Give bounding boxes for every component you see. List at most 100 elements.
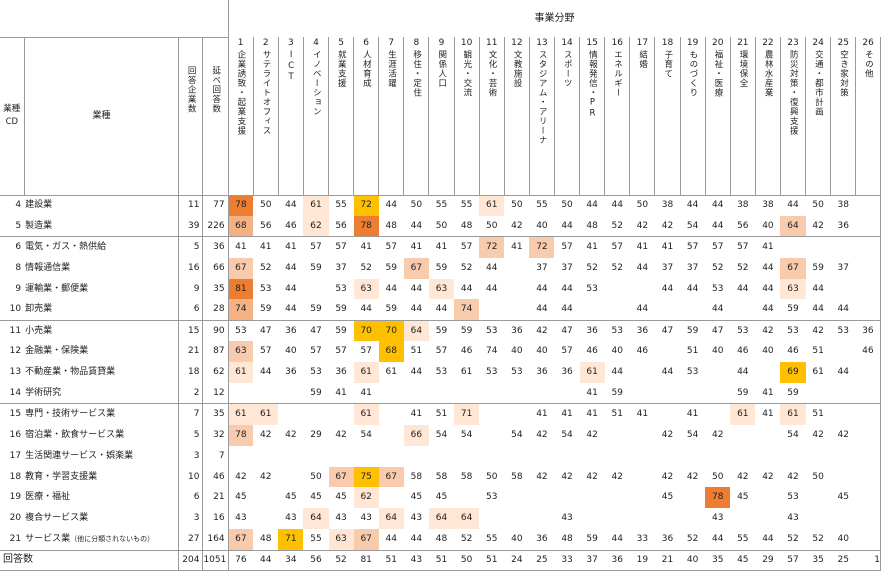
value-cell [504, 487, 529, 508]
totals-value-cell: 45 [730, 549, 756, 571]
value-cell: 52 [604, 215, 630, 238]
value-cell [428, 383, 455, 405]
value-cell: 66 [403, 424, 429, 446]
industry-name: 情報通信業 [24, 257, 180, 279]
value-cell: 58 [460, 471, 473, 482]
value-cell: 47 [260, 325, 272, 336]
value-cell: 40 [762, 346, 774, 357]
value-cell [705, 404, 730, 425]
industry-code: 6 [15, 241, 22, 252]
field-number-22: 22 [754, 37, 781, 49]
value-cell: 43 [787, 513, 799, 524]
value-cell: 42 [812, 325, 824, 336]
value-cell: 36 [855, 320, 881, 342]
value-cell [855, 466, 881, 488]
value-cell: 54 [435, 429, 448, 440]
value-cell: 50 [479, 215, 505, 238]
totals-value-cell: 44 [253, 549, 279, 571]
value-cell [629, 383, 655, 405]
total-answer-count: 35 [202, 278, 229, 300]
value-cell: 48 [554, 529, 580, 551]
value-cell [479, 508, 504, 529]
value-cell [655, 446, 680, 467]
field-number-25: 25 [830, 37, 856, 49]
totals-value-cell: 56 [303, 549, 329, 571]
value-cell [730, 299, 756, 321]
value-cell: 62 [353, 487, 379, 509]
value-cell: 57 [435, 346, 448, 357]
value-cell: 41 [586, 241, 598, 252]
industry-name: 不動産業・物品賃貸業 [24, 362, 180, 384]
value-cell [780, 237, 805, 258]
industry-name: 専門・技術サービス業 [24, 403, 180, 425]
value-cell: 53 [435, 367, 448, 378]
value-cell: 41 [260, 241, 272, 252]
value-cell: 44 [378, 529, 404, 551]
totals-value-cell: 35 [705, 549, 731, 571]
value-cell: 38 [661, 200, 674, 211]
value-cell: 53 [511, 367, 523, 378]
field-name-7: 生涯活躍 [378, 49, 404, 196]
value-cell: 50 [511, 200, 523, 211]
value-cell: 44 [278, 299, 304, 321]
company-count: 2 [178, 383, 204, 405]
value-cell: 40 [611, 346, 623, 357]
value-cell [630, 487, 655, 508]
value-cell [831, 237, 856, 258]
value-cell: 42 [762, 325, 774, 336]
field-name-24: 交通・都市計画 [805, 49, 831, 196]
industry-name: 複合サービス業 [24, 508, 180, 530]
value-cell: 45 [410, 492, 423, 503]
value-cell [504, 258, 529, 279]
value-cell: 68 [228, 215, 254, 238]
value-cell: 44 [762, 262, 774, 273]
field-number-9: 9 [428, 37, 455, 49]
totals-value-cell: 35 [805, 549, 831, 571]
value-cell: 61 [303, 195, 329, 216]
value-cell: 69 [780, 362, 806, 384]
field-name-12: 文教施設 [503, 49, 530, 196]
value-cell: 55 [730, 529, 756, 551]
industry-name-text: 医療・福祉 [25, 492, 71, 503]
industry-name-text: 不動産業・物品賃貸業 [25, 367, 116, 378]
value-cell: 41 [235, 241, 247, 252]
field-name-5: 就業支援 [327, 49, 354, 196]
value-cell: 42 [711, 429, 724, 440]
totals-value-cell: 40 [680, 549, 706, 571]
table-row: 11 小売業 15 90 53 47 36 47 59 70 70 64 59 59 53 36 42 47 36 5… [0, 320, 881, 342]
table-row: 19 医療・福祉 6 21 45 45 45 45 62 45 45 53 45 78 45 53 45 [0, 487, 881, 509]
value-cell: 36 [285, 367, 297, 378]
value-cell: 72 [529, 236, 555, 258]
value-cell: 59 [378, 299, 404, 321]
total-answer-count: 35 [202, 403, 229, 425]
industry-name-text: 電気・ガス・熱供給 [25, 241, 107, 252]
field-name-2: サテライトオフィス [252, 49, 279, 196]
field-number-2: 2 [252, 37, 279, 49]
value-cell: 51 [812, 346, 824, 357]
totals-value-cell: 51 [479, 549, 505, 571]
value-cell [654, 299, 681, 321]
value-cell [730, 508, 755, 529]
value-cell: 59 [253, 299, 279, 321]
value-cell [680, 487, 705, 508]
field-number-15: 15 [579, 37, 605, 49]
value-cell: 41 [762, 241, 774, 252]
value-cell [605, 508, 630, 529]
total-answer-count: 66 [202, 257, 229, 279]
value-cell [253, 446, 278, 467]
value-cell [605, 279, 630, 300]
industry-name: 医療・福祉 [24, 487, 180, 509]
value-cell: 78 [228, 195, 254, 216]
company-count: 18 [178, 362, 204, 384]
value-cell [303, 404, 328, 425]
value-cell: 52 [611, 262, 623, 273]
value-cell: 57 [310, 241, 322, 252]
totals-value-cell: 25 [830, 549, 856, 571]
value-cell: 37 [335, 262, 347, 273]
value-cell: 59 [812, 262, 824, 273]
value-cell: 44 [285, 283, 297, 294]
field-name-9: 関係人口 [428, 49, 455, 196]
table-row: 16 宿泊業・飲食サービス業 5 32 78 42 42 29 42 54 66 54 54 54 42 54… [0, 424, 881, 446]
field-name-16: エネルギー [604, 49, 630, 196]
value-cell: 59 [435, 325, 448, 336]
